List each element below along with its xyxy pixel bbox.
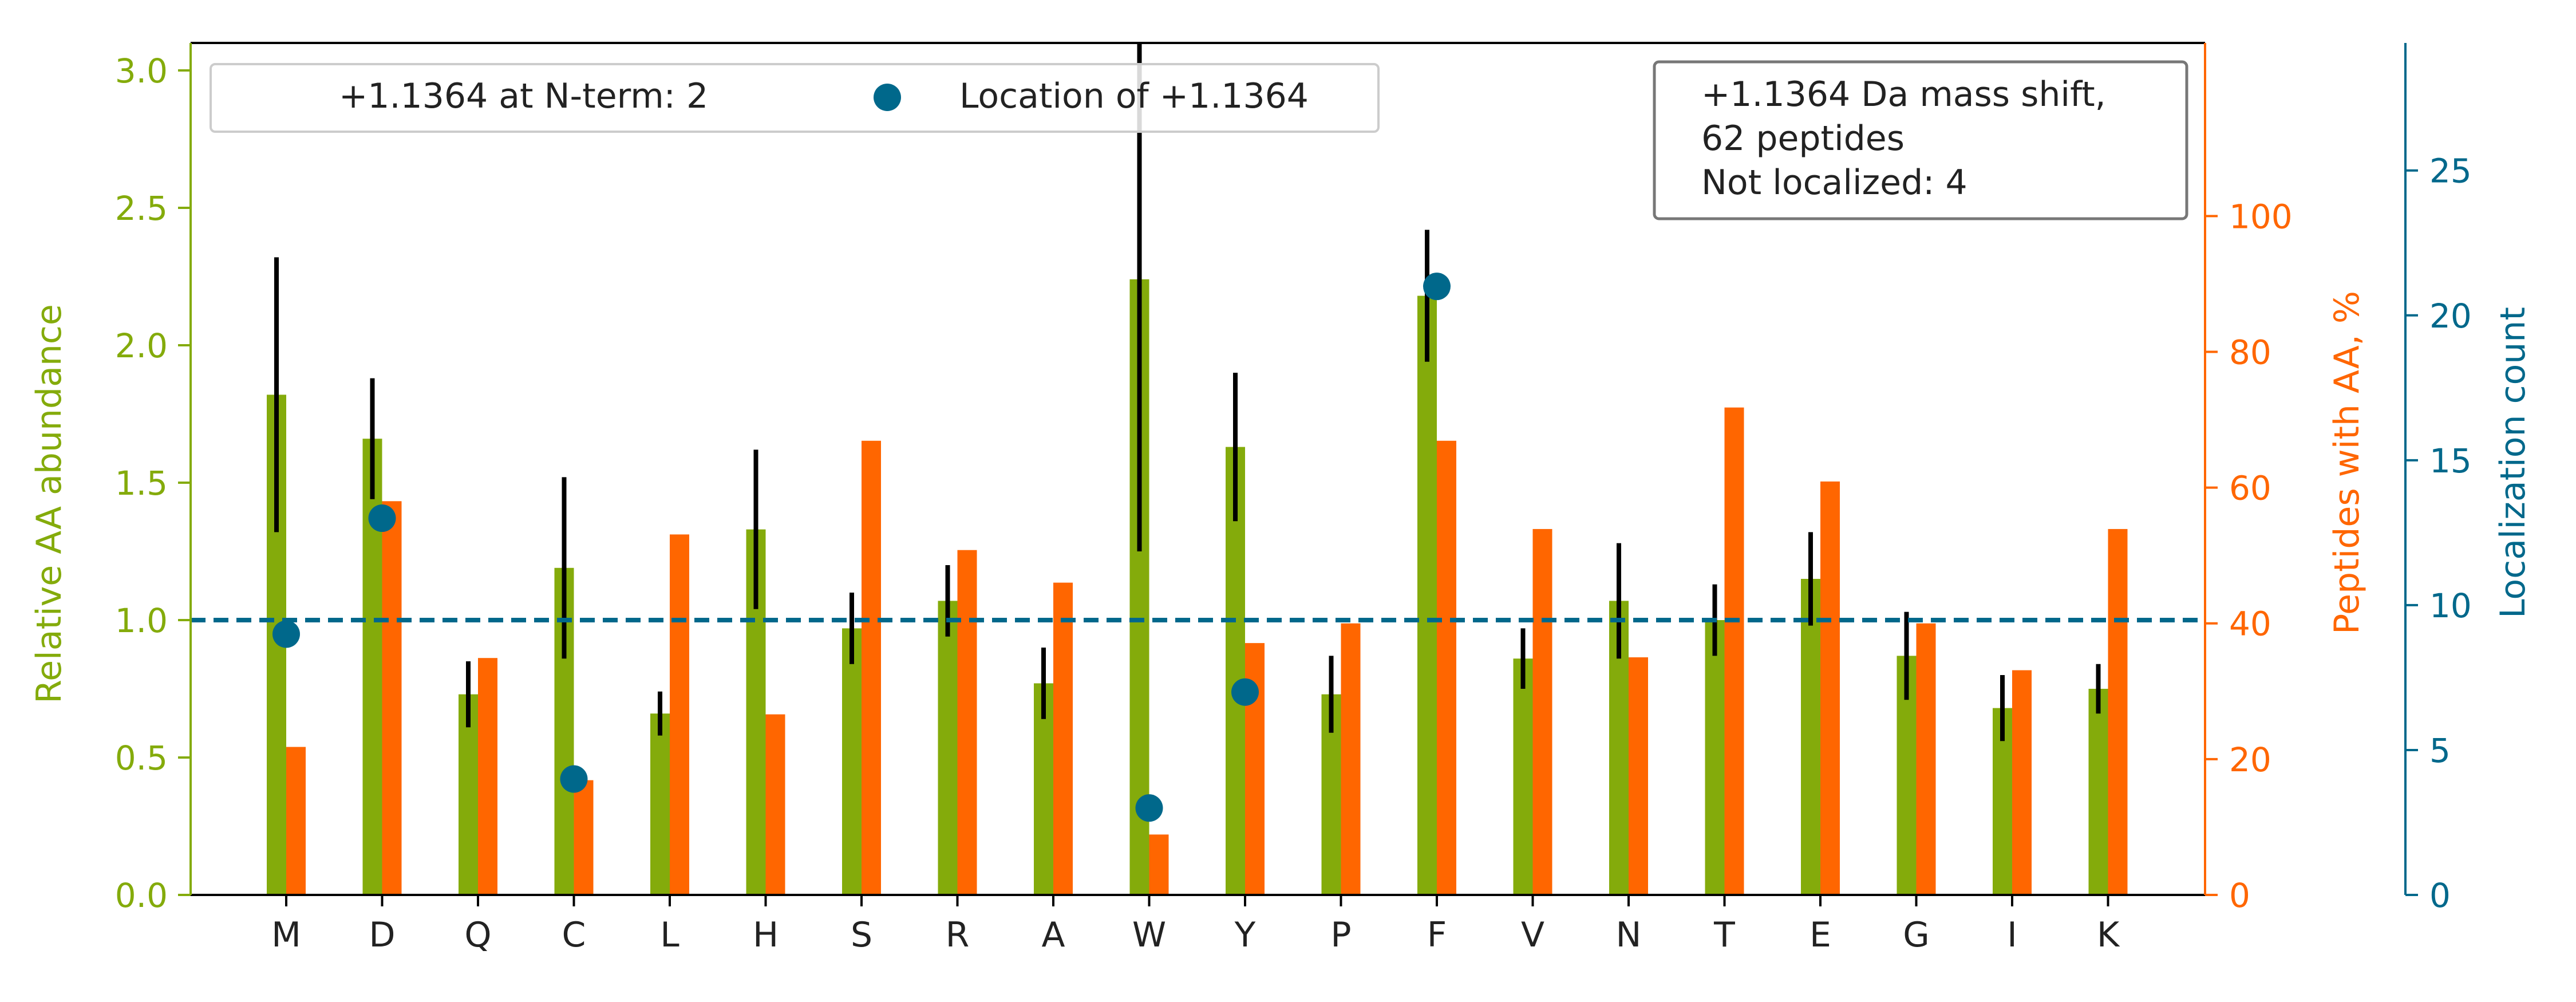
left-tick-label: 2.0 (115, 326, 168, 365)
location-point-D (368, 504, 396, 532)
bar-peptides-pct-K (2108, 528, 2128, 895)
legend-entry-location: Location of +1.1364 (959, 76, 1309, 116)
bar-relative-abundance-R (938, 601, 958, 895)
x-tick-label: F (1427, 915, 1447, 955)
bar-peptides-pct-W (1149, 834, 1169, 895)
right-tick-label: 60 (2229, 469, 2271, 508)
bar-peptides-pct-V (1532, 528, 1552, 895)
annotation-box: +1.1364 Da mass shift, 62 peptides Not l… (1653, 60, 2188, 220)
x-tick-label: T (1713, 915, 1735, 955)
far-right-tick-label: 25 (2429, 152, 2472, 191)
left-tick-label: 1.0 (115, 601, 168, 640)
bar-peptides-pct-G (1916, 623, 1936, 895)
left-axis-title: Relative AA abundance (29, 304, 69, 704)
bar-peptides-pct-M (286, 747, 306, 895)
left-tick-label: 0.5 (115, 739, 168, 778)
bar-peptides-pct-S (862, 440, 881, 895)
x-tick-label: Q (464, 915, 491, 955)
x-tick-label: S (851, 915, 872, 955)
annotation-frame (1653, 60, 2188, 220)
bar-peptides-pct-D (382, 501, 402, 895)
x-tick-label: L (660, 915, 679, 955)
x-tick-label: E (1809, 915, 1831, 955)
x-tick-label: C (562, 915, 586, 955)
bar-relative-abundance-V (1513, 658, 1533, 895)
bar-peptides-pct-H (765, 714, 785, 895)
bar-peptides-pct-E (1820, 481, 1840, 895)
bar-relative-abundance-L (650, 713, 670, 895)
legend-box (210, 63, 1380, 133)
x-tick-label: P (1330, 915, 1351, 955)
x-tick-label: R (946, 915, 970, 955)
bar-relative-abundance-E (1801, 579, 1820, 895)
bar-relative-abundance-S (842, 628, 862, 895)
location-point-M (272, 620, 300, 648)
location-point-W (1135, 794, 1163, 822)
bar-relative-abundance-Y (1226, 447, 1245, 895)
annotation-line-2: 62 peptides (1701, 119, 1905, 159)
location-point-C (560, 765, 588, 793)
right-tick-label: 20 (2229, 740, 2271, 779)
bar-relative-abundance-T (1705, 620, 1725, 895)
far-right-tick-label: 15 (2429, 441, 2472, 480)
x-tick-label: D (369, 915, 395, 955)
x-tick-label: M (271, 915, 301, 955)
right-tick-label: 80 (2229, 333, 2271, 372)
annotation-line-3: Not localized: 4 (1701, 163, 1967, 203)
left-tick-label: 2.5 (115, 189, 168, 228)
axes: 0.0 0.5 1.0 1.5 2.0 2.5 3.0 0 20 40 60 80 100 0 5 10 15 2… (115, 42, 2472, 955)
bar-relative-abundance-F (1417, 295, 1437, 895)
bar-peptides-pct-T (1724, 407, 1744, 895)
legend-entry-nterm: +1.1364 at N-term: 2 (339, 76, 708, 116)
right-tick-label: 40 (2229, 605, 2271, 644)
plot-marks (191, 43, 2205, 895)
far-right-axis-title: Localization count (2493, 307, 2533, 618)
bar-peptides-pct-R (957, 550, 977, 895)
legend: +1.1364 at N-term: 2 Location of +1.1364 (210, 63, 1380, 133)
bar-relative-abundance-K (2088, 689, 2108, 895)
x-tick-label: N (1616, 915, 1642, 955)
bar-peptides-pct-C (574, 780, 594, 895)
x-tick-label: A (1041, 915, 1065, 955)
bar-peptides-pct-Q (478, 658, 497, 895)
left-tick-label: 3.0 (115, 52, 168, 90)
right-tick-label: 100 (2229, 197, 2293, 236)
bar-relative-abundance-Q (459, 694, 478, 895)
bar-peptides-pct-F (1437, 440, 1456, 895)
far-right-tick-label: 20 (2429, 297, 2472, 336)
bar-peptides-pct-N (1629, 657, 1648, 895)
x-tick-label: V (1521, 915, 1544, 955)
x-tick-label: G (1903, 915, 1930, 955)
far-right-tick-label: 5 (2429, 731, 2451, 770)
far-right-tick-label: 0 (2429, 876, 2451, 915)
x-tick-label: K (2097, 915, 2120, 955)
annotation-line-1: +1.1364 Da mass shift, (1701, 74, 2106, 115)
x-tick-label: Y (1234, 915, 1256, 955)
bar-peptides-pct-L (670, 534, 689, 895)
x-tick-label: W (1132, 915, 1166, 955)
right-tick-label: 0 (2229, 876, 2250, 915)
legend-marker-location (874, 84, 901, 111)
bar-peptides-pct-P (1341, 623, 1361, 895)
bar-peptides-pct-I (2012, 670, 2032, 895)
far-right-tick-label: 10 (2429, 586, 2472, 625)
x-tick-label: H (753, 915, 779, 955)
location-point-F (1423, 273, 1451, 301)
left-tick-label: 0.0 (115, 876, 168, 915)
right-axis-title: Peptides with AA, % (2327, 291, 2367, 634)
left-tick-label: 1.5 (115, 464, 168, 503)
location-point-Y (1231, 678, 1259, 706)
x-tick-label: I (2007, 915, 2017, 955)
bar-peptides-pct-A (1053, 582, 1073, 895)
